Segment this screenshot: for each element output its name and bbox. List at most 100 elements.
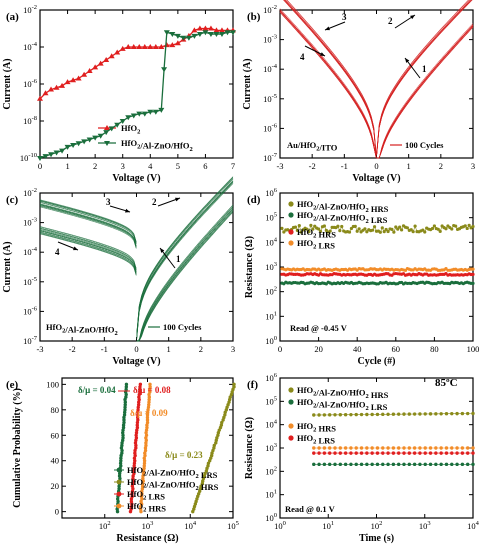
arrow-4-head bbox=[73, 246, 78, 251]
legend-label: HfO2 HRS bbox=[297, 227, 336, 240]
legend-label-seg: O bbox=[306, 210, 313, 220]
data-point bbox=[142, 461, 147, 465]
legend-label: HfO2/Al-ZnO/HfO2 LRS bbox=[297, 397, 388, 412]
y-tick-label-base: 10 bbox=[265, 513, 274, 523]
y-tick-label: 103 bbox=[265, 442, 277, 453]
data-point bbox=[434, 446, 438, 450]
legend-label-seg: O bbox=[136, 465, 143, 475]
data-point bbox=[180, 35, 187, 41]
data-point bbox=[365, 446, 369, 450]
data-point bbox=[140, 484, 145, 488]
data-point bbox=[402, 462, 406, 467]
data-point bbox=[455, 451, 459, 455]
legend-label-seg: /Al-ZnO/Hf bbox=[145, 480, 189, 490]
y-tick-label-seg: 40 bbox=[51, 456, 60, 466]
legend-label-seg: Hf bbox=[297, 421, 307, 431]
data-point bbox=[394, 225, 398, 229]
iv-curve bbox=[136, 182, 234, 339]
data-point bbox=[204, 469, 209, 473]
legend-label-seg: HRS bbox=[369, 204, 389, 214]
data-point bbox=[213, 27, 220, 33]
x-tick-label-seg: 3 bbox=[231, 344, 235, 354]
device-label-seg: Hf bbox=[46, 322, 56, 332]
data-point bbox=[309, 223, 313, 227]
y-tick-label-exp: 5 bbox=[274, 395, 277, 402]
data-point bbox=[455, 411, 459, 416]
y-tick-label-exp: -7 bbox=[32, 335, 38, 342]
data-point bbox=[434, 412, 438, 416]
data-point bbox=[147, 403, 151, 407]
y-axis-label: Current (A) bbox=[2, 58, 13, 109]
data-point bbox=[169, 32, 176, 38]
y-tick-label-base: 10 bbox=[265, 237, 274, 247]
x-axis-label-seg: Time (s) bbox=[359, 533, 394, 544]
data-point bbox=[359, 462, 364, 467]
iv-curve bbox=[376, 23, 474, 159]
legend-label-sub: 2 bbox=[313, 216, 316, 223]
data-point bbox=[372, 225, 377, 229]
annotation: Read @ 0.1 V bbox=[285, 504, 336, 514]
x-tick-label: -1 bbox=[101, 344, 108, 354]
data-point bbox=[196, 492, 201, 496]
data-point bbox=[471, 462, 475, 467]
data-point bbox=[229, 392, 234, 397]
y-tick-label-base: 10 bbox=[23, 336, 32, 346]
data-point bbox=[465, 226, 469, 231]
data-point bbox=[132, 469, 136, 473]
data-point bbox=[455, 462, 459, 467]
data-point bbox=[145, 423, 149, 427]
iv-curve bbox=[376, 0, 472, 155]
data-point bbox=[128, 509, 133, 514]
data-point bbox=[137, 400, 141, 404]
data-point bbox=[402, 446, 406, 450]
data-point bbox=[140, 481, 145, 486]
legend-label-seg: O bbox=[130, 138, 137, 148]
sigma-annotation: δ/μ = 0.23 bbox=[165, 450, 203, 460]
data-point bbox=[138, 507, 143, 511]
data-point bbox=[396, 462, 401, 467]
iv-curve bbox=[279, 12, 377, 159]
panel-c-frame bbox=[39, 192, 234, 342]
y-tick-label-seg: 0 bbox=[55, 507, 59, 517]
x-tick-label: 5 bbox=[176, 161, 180, 171]
y-tick-label: 105 bbox=[265, 212, 277, 223]
y-tick-label-exp: 4 bbox=[274, 419, 278, 426]
data-point bbox=[202, 30, 209, 36]
y-tick-label-exp: -8 bbox=[32, 115, 37, 122]
legend-marker bbox=[104, 125, 110, 130]
y-tick-label: 105 bbox=[265, 395, 277, 406]
sigma-annotation: δ/μ = 0.04 bbox=[78, 385, 116, 395]
arrow-4-head bbox=[320, 52, 325, 56]
x-tick-label-seg: 0 bbox=[278, 344, 282, 354]
data-point bbox=[365, 412, 369, 417]
iv-curve bbox=[279, 9, 377, 159]
y-tick-label: 10-8 bbox=[23, 115, 37, 126]
x-tick-label: 1 bbox=[407, 161, 411, 171]
iv-curve bbox=[376, 26, 474, 159]
x-tick-label: 80 bbox=[430, 344, 439, 354]
iv-curve bbox=[284, 0, 377, 156]
legend-label-seg: Hf bbox=[127, 489, 137, 499]
x-tick-label-base: 10 bbox=[274, 521, 283, 531]
data-point bbox=[307, 230, 311, 234]
y-tick-label-seg: 80 bbox=[51, 405, 60, 415]
data-point bbox=[460, 411, 465, 416]
iv-curve bbox=[39, 199, 137, 242]
x-tick-label: 4 bbox=[148, 161, 153, 171]
data-point bbox=[125, 115, 132, 121]
data-point bbox=[214, 438, 218, 443]
data-point bbox=[145, 425, 149, 430]
data-point bbox=[207, 25, 214, 31]
iv-curve bbox=[279, 12, 377, 159]
data-point bbox=[423, 462, 427, 467]
legend-label-sub: 2 bbox=[143, 507, 146, 514]
y-tick-label: 100 bbox=[265, 335, 277, 346]
y-tick-label: 60 bbox=[51, 430, 60, 440]
data-point bbox=[59, 82, 66, 88]
annotation: Read @ -0.45 V bbox=[290, 323, 348, 333]
iv-curve bbox=[283, 0, 377, 158]
y-tick-label-seg: 100 bbox=[46, 379, 59, 389]
legend-label-seg: O bbox=[359, 202, 366, 212]
legend-marker bbox=[116, 491, 122, 497]
data-point bbox=[121, 431, 125, 435]
